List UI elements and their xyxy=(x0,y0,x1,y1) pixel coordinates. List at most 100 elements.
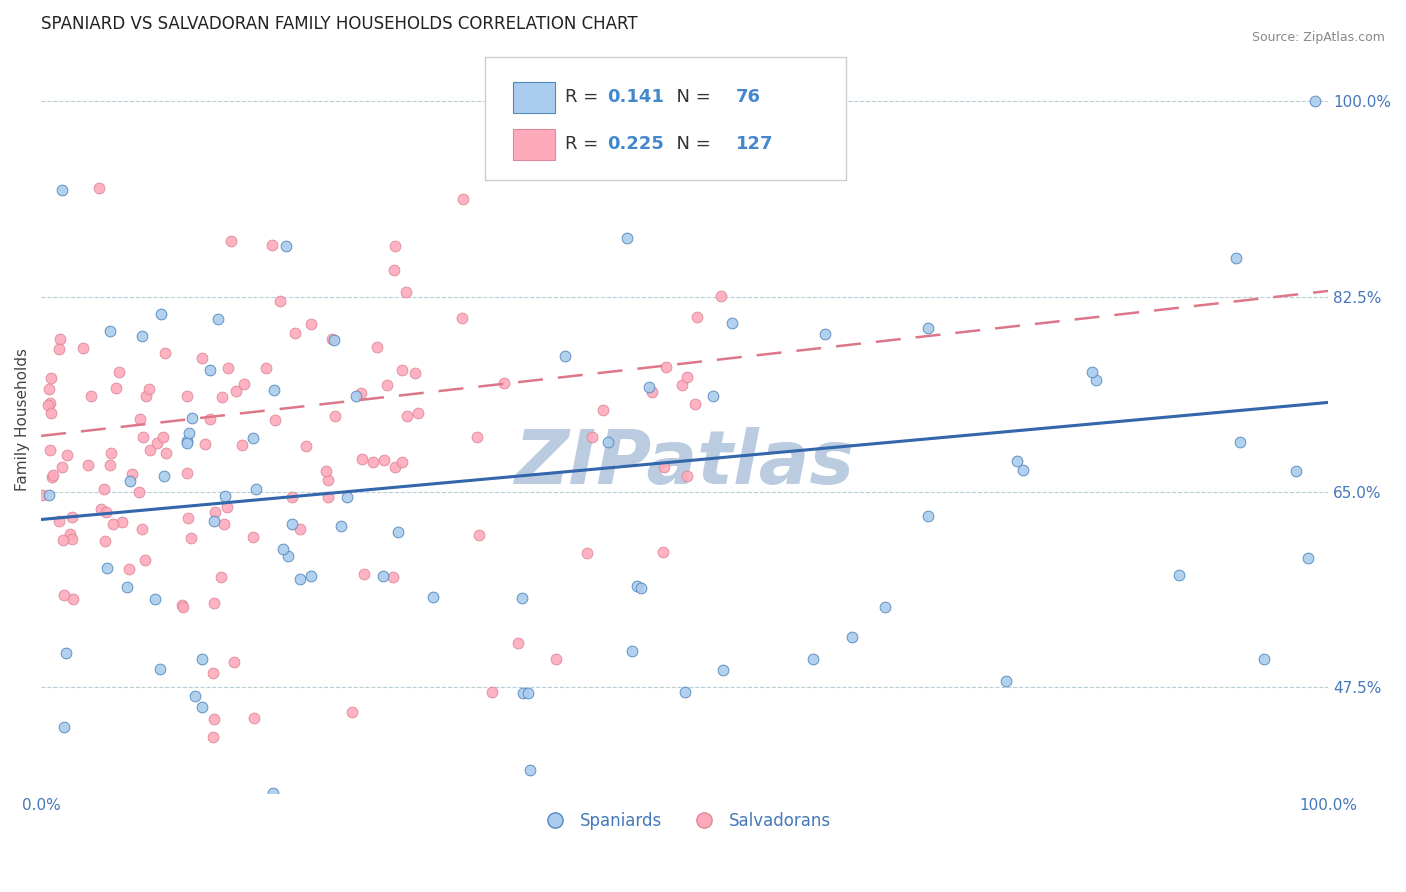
Point xyxy=(231,438,253,452)
Point xyxy=(131,523,153,537)
Point xyxy=(295,439,318,453)
Point xyxy=(710,289,733,303)
Point xyxy=(299,568,322,582)
Point xyxy=(38,382,60,396)
Point xyxy=(875,600,897,615)
Point xyxy=(260,238,283,252)
Point xyxy=(652,545,675,559)
Point xyxy=(344,389,367,403)
Point xyxy=(391,455,413,469)
Text: R =: R = xyxy=(565,136,605,153)
FancyBboxPatch shape xyxy=(485,57,845,180)
Point xyxy=(720,316,742,330)
Point xyxy=(652,460,675,475)
Point xyxy=(263,384,285,398)
Point xyxy=(352,451,374,466)
Point xyxy=(387,525,409,540)
Text: N =: N = xyxy=(665,136,717,153)
Text: N =: N = xyxy=(665,88,717,106)
Point xyxy=(31,488,53,502)
Point xyxy=(180,411,202,425)
Point xyxy=(917,321,939,335)
Point xyxy=(422,590,444,604)
Point xyxy=(284,326,307,340)
Point xyxy=(287,819,309,833)
Point xyxy=(172,598,194,612)
Point xyxy=(198,363,221,377)
Point xyxy=(62,591,84,606)
Point xyxy=(176,466,198,480)
Point xyxy=(274,239,297,253)
Point xyxy=(269,294,291,309)
Point xyxy=(264,413,287,427)
Point xyxy=(225,384,247,398)
Point xyxy=(100,446,122,460)
Point xyxy=(375,377,398,392)
Point xyxy=(135,389,157,403)
Point xyxy=(683,397,706,411)
Point xyxy=(243,711,266,725)
Point xyxy=(209,570,232,584)
Point xyxy=(207,312,229,326)
Point xyxy=(1081,365,1104,379)
Point xyxy=(384,459,406,474)
Point xyxy=(51,183,73,197)
Point xyxy=(519,764,541,778)
Point xyxy=(131,328,153,343)
Point xyxy=(37,398,59,412)
Point xyxy=(277,549,299,564)
Point xyxy=(148,795,170,809)
Point xyxy=(1167,568,1189,582)
Point xyxy=(117,580,139,594)
Point xyxy=(406,406,429,420)
Point xyxy=(191,652,214,666)
Point xyxy=(353,567,375,582)
Bar xyxy=(513,128,554,160)
Point xyxy=(105,381,128,395)
Point xyxy=(1253,652,1275,666)
Point xyxy=(1303,95,1326,109)
Point xyxy=(149,307,172,321)
Point xyxy=(395,285,418,299)
Point xyxy=(630,581,652,595)
Point xyxy=(80,389,103,403)
Point xyxy=(52,533,75,547)
Bar xyxy=(513,81,554,113)
Point xyxy=(384,239,406,253)
Point xyxy=(39,406,62,420)
Point xyxy=(242,431,264,445)
Point xyxy=(202,514,225,528)
Point xyxy=(134,553,156,567)
Point xyxy=(592,402,614,417)
Point xyxy=(671,377,693,392)
Point xyxy=(350,385,373,400)
Point xyxy=(1085,373,1108,387)
Point xyxy=(53,588,76,602)
Point xyxy=(149,662,172,676)
Point xyxy=(676,468,699,483)
Point xyxy=(204,505,226,519)
Point xyxy=(451,192,474,206)
Point xyxy=(48,342,70,356)
Point xyxy=(143,591,166,606)
Point xyxy=(217,360,239,375)
Text: 0.225: 0.225 xyxy=(607,136,664,153)
Point xyxy=(56,448,79,462)
Point xyxy=(616,231,638,245)
Text: R =: R = xyxy=(565,88,605,106)
Point xyxy=(39,443,62,458)
Point xyxy=(96,560,118,574)
Point xyxy=(200,412,222,426)
Point xyxy=(191,699,214,714)
Point xyxy=(128,484,150,499)
Point xyxy=(481,685,503,699)
Point xyxy=(391,363,413,377)
Point xyxy=(508,635,530,649)
Point xyxy=(222,655,245,669)
Point xyxy=(254,361,277,376)
Point xyxy=(77,458,100,472)
Point xyxy=(316,490,339,504)
Point xyxy=(108,365,131,379)
Point xyxy=(711,663,734,677)
Point xyxy=(176,434,198,449)
